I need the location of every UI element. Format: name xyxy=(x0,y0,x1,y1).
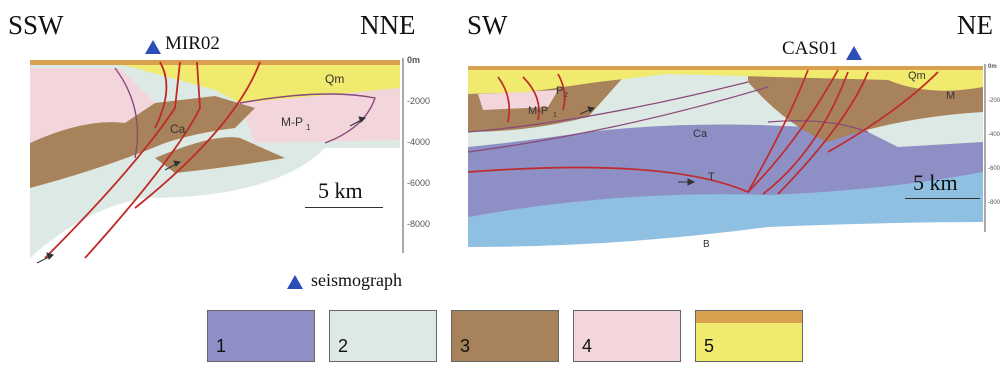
legend-num-2: 2 xyxy=(338,336,349,356)
unit-4-left xyxy=(30,68,155,143)
unit-boundaries xyxy=(114,67,376,159)
faults xyxy=(44,61,261,259)
label-ca: Ca xyxy=(693,128,708,140)
unit-3-band xyxy=(30,96,255,188)
label-b: B xyxy=(703,239,710,250)
label-m: M xyxy=(946,90,955,102)
legend-num-4: 4 xyxy=(582,336,593,356)
depth-tick-4000: -4000 xyxy=(407,137,430,147)
legend-key-5-top xyxy=(696,311,802,323)
legend-key-5-bottom xyxy=(696,323,802,361)
label-p-sub: 2 xyxy=(564,92,568,99)
right-scale-label: 5 km xyxy=(913,170,958,195)
legend-key-3: 3 xyxy=(451,310,559,362)
left-scale-bar xyxy=(305,207,383,208)
label-m-p: M-P xyxy=(281,115,303,129)
right-scale-bar xyxy=(905,198,980,199)
depth-tick-6000: -6000 xyxy=(407,178,430,188)
left-section-diagram: Qm Ca M-P 1 0m -2000 -4000 -6000 -8000 xyxy=(30,55,430,264)
legend-key-4: 4 xyxy=(573,310,681,362)
label-qm: Qm xyxy=(908,70,926,82)
seismograph-icon xyxy=(846,46,862,60)
legend-num-1: 1 xyxy=(216,336,227,356)
legend-key-5: 5 xyxy=(695,310,803,362)
unit-4-right xyxy=(240,88,400,143)
depth-tick-800: -800 xyxy=(988,200,1001,206)
unit-5-top-strip xyxy=(468,66,983,70)
label-ca: Ca xyxy=(170,122,186,136)
label-m-p: M-P xyxy=(528,105,548,117)
label-t: T xyxy=(708,171,715,183)
label-p: P xyxy=(556,85,563,97)
left-direction-nne: NNE xyxy=(360,10,416,40)
right-direction-sw: SW xyxy=(467,10,508,40)
depth-tick-2000: -2000 xyxy=(407,96,430,106)
legend-key-2: 2 xyxy=(329,310,437,362)
depth-tick-8000: -8000 xyxy=(407,219,430,229)
depth-tick-600: -600 xyxy=(988,166,1001,172)
fault-arrows xyxy=(579,106,696,186)
depth-tick-0: 0m xyxy=(988,64,997,70)
unit-b xyxy=(468,172,983,247)
unit-3-lower xyxy=(155,137,285,173)
legend-num-5: 5 xyxy=(704,336,715,356)
label-m-p-sub: 1 xyxy=(553,112,557,119)
faults xyxy=(467,69,939,195)
depth-tick-400: -400 xyxy=(988,132,1001,138)
seismograph-icon xyxy=(145,40,161,54)
seismograph-legend-icon xyxy=(287,275,303,289)
depth-tick-200: -200 xyxy=(988,98,1001,104)
right-direction-ne: NE xyxy=(957,10,993,40)
left-direction-ssw: SSW xyxy=(8,10,64,40)
station-mir02: MIR02 xyxy=(165,33,220,54)
label-qm: Qm xyxy=(325,72,344,86)
unit-1-t xyxy=(468,124,983,217)
seismograph-legend-label: seismograph xyxy=(311,270,402,290)
left-scale-label: 5 km xyxy=(318,178,363,203)
right-section-diagram: Qm M P 2 M-P 1 Ca T B 0m -200 -400 -600 … xyxy=(467,64,1001,250)
unit-boundaries xyxy=(467,81,869,153)
unit-5-top-strip xyxy=(30,60,400,65)
depth-tick-0: 0m xyxy=(407,55,420,65)
unit-5-qm xyxy=(468,67,983,94)
legend-key-1: 1 xyxy=(207,310,315,362)
station-cas01: CAS01 xyxy=(782,38,838,59)
fault-arrows xyxy=(36,116,367,264)
unit-5-qm xyxy=(120,64,400,103)
label-m-p-sub: 1 xyxy=(306,123,311,132)
legend-num-3: 3 xyxy=(460,336,471,356)
